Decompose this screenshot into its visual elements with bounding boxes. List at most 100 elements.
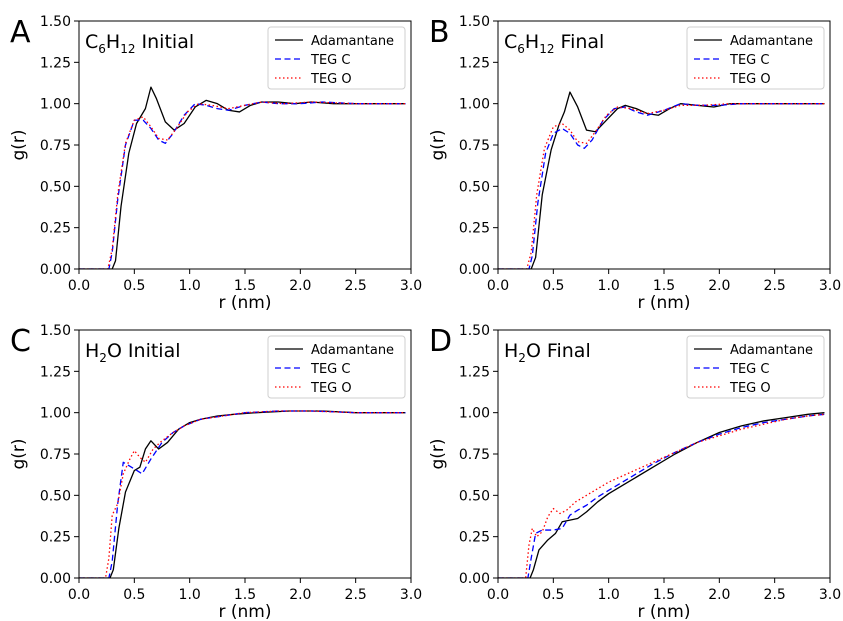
series-line-teg-c: [79, 410, 406, 578]
x-tick-label: 0.0: [487, 278, 509, 294]
y-tick-label: 0.75: [40, 447, 71, 463]
series-line-teg-o: [498, 103, 825, 269]
title-text: H: [525, 31, 539, 53]
x-axis-label: r (nm): [638, 602, 691, 621]
legend-label: Adamantane: [730, 343, 813, 358]
y-tick-label: 1.25: [459, 364, 490, 380]
legend-label: TEG C: [310, 53, 350, 68]
x-tick-label: 3.0: [819, 278, 841, 294]
legend-label: TEG C: [310, 362, 350, 377]
title-text: C: [504, 31, 517, 53]
panel-title: H2O Initial: [85, 340, 181, 365]
legend-label: TEG O: [729, 72, 771, 87]
y-tick-label: 0.00: [459, 262, 490, 278]
legend-label: TEG O: [729, 381, 771, 396]
x-tick-label: 0.5: [123, 278, 145, 294]
y-tick-label: 0.25: [459, 530, 490, 546]
y-tick-label: 0.25: [459, 221, 490, 237]
legend: Adamantane TEG C TEG O: [267, 335, 406, 399]
x-tick-label: 2.5: [345, 278, 367, 294]
x-tick-label: 1.0: [598, 278, 620, 294]
y-tick-label: 1.00: [40, 406, 71, 422]
legend: Adamantane TEG C TEG O: [686, 26, 825, 90]
x-tick-label: 2.5: [764, 587, 786, 603]
y-tick-label: 0.75: [459, 138, 490, 154]
x-axis-label: r (nm): [219, 293, 272, 313]
title-subscript: 2: [518, 351, 526, 365]
x-tick-label: 0.0: [68, 587, 90, 603]
x-tick-label: 1.0: [179, 278, 201, 294]
y-tick-label: 0.00: [40, 262, 71, 278]
y-tick-label: 0.25: [40, 221, 71, 237]
legend-frame: [686, 26, 825, 90]
panel-letter: B: [429, 15, 450, 50]
y-tick-label: 1.25: [40, 364, 71, 380]
series-line-adamantane: [498, 91, 825, 269]
x-tick-label: 1.5: [234, 278, 256, 294]
title-text: Initial: [136, 31, 195, 53]
y-tick-label: 1.50: [40, 14, 71, 30]
title-subscript: 12: [539, 42, 554, 56]
x-tick-label: 2.0: [708, 587, 730, 603]
y-axis-label: g(r): [9, 438, 29, 469]
y-tick-label: 0.50: [40, 179, 71, 195]
legend-label: Adamantane: [311, 343, 394, 358]
x-tick-label: 2.0: [289, 587, 311, 603]
x-tick-label: 0.5: [542, 278, 564, 294]
y-tick-label: 1.00: [459, 97, 490, 113]
title-text: O Final: [526, 340, 591, 362]
legend-label: TEG O: [310, 381, 352, 396]
x-tick-label: 0.0: [487, 587, 509, 603]
title-subscript: 2: [99, 351, 107, 365]
x-tick-label: 3.0: [400, 278, 422, 294]
legend-frame: [267, 26, 406, 90]
series-line-teg-o: [79, 410, 406, 578]
x-tick-label: 1.5: [653, 278, 675, 294]
legend-label: TEG C: [729, 53, 769, 68]
panel-title: C6H12 Final: [504, 31, 604, 56]
y-axis-label: g(r): [428, 438, 448, 469]
series-line-teg-c: [498, 103, 825, 269]
legend-frame: [267, 335, 406, 399]
series-line-teg-c: [498, 413, 825, 578]
x-tick-label: 3.0: [400, 587, 422, 603]
y-tick-label: 0.25: [40, 530, 71, 546]
series-line-teg-c: [79, 101, 406, 269]
panel-letter: C: [10, 324, 31, 359]
y-tick-label: 1.50: [459, 14, 490, 30]
x-tick-label: 3.0: [819, 587, 841, 603]
series-line-adamantane: [79, 86, 406, 269]
y-tick-label: 0.00: [459, 571, 490, 587]
title-subscript: 6: [517, 42, 525, 56]
x-tick-label: 0.5: [123, 587, 145, 603]
y-tick-label: 1.50: [40, 323, 71, 339]
legend: Adamantane TEG C TEG O: [686, 335, 825, 399]
x-tick-label: 1.0: [179, 587, 201, 603]
x-tick-label: 2.0: [708, 278, 730, 294]
y-tick-label: 0.50: [459, 179, 490, 195]
series-line-teg-o: [79, 101, 406, 269]
x-tick-label: 1.5: [234, 587, 256, 603]
x-tick-label: 2.5: [764, 278, 786, 294]
y-tick-label: 0.50: [459, 488, 490, 504]
panel-letter: D: [429, 324, 452, 359]
legend-frame: [686, 335, 825, 399]
panel-title: H2O Final: [504, 340, 591, 365]
legend: Adamantane TEG C TEG O: [267, 26, 406, 90]
panel-title: C6H12 Initial: [85, 31, 194, 56]
y-axis-label: g(r): [9, 129, 29, 160]
y-tick-label: 1.00: [459, 406, 490, 422]
x-axis-label: r (nm): [219, 602, 272, 621]
series-line-adamantane: [79, 410, 406, 578]
y-tick-label: 0.75: [459, 447, 490, 463]
legend-label: TEG O: [310, 72, 352, 87]
y-tick-label: 1.50: [459, 323, 490, 339]
title-text: O Initial: [107, 340, 181, 362]
y-tick-label: 1.25: [40, 55, 71, 71]
panel-c: 0.0 0.5 1.0 1.5 2.0 2.5 3.0 0.00 0.25 0.50 0.75 1.0…: [9, 323, 422, 621]
x-tick-label: 2.0: [289, 278, 311, 294]
x-tick-label: 1.5: [653, 587, 675, 603]
x-axis-label: r (nm): [638, 293, 691, 313]
y-tick-label: 0.50: [40, 488, 71, 504]
